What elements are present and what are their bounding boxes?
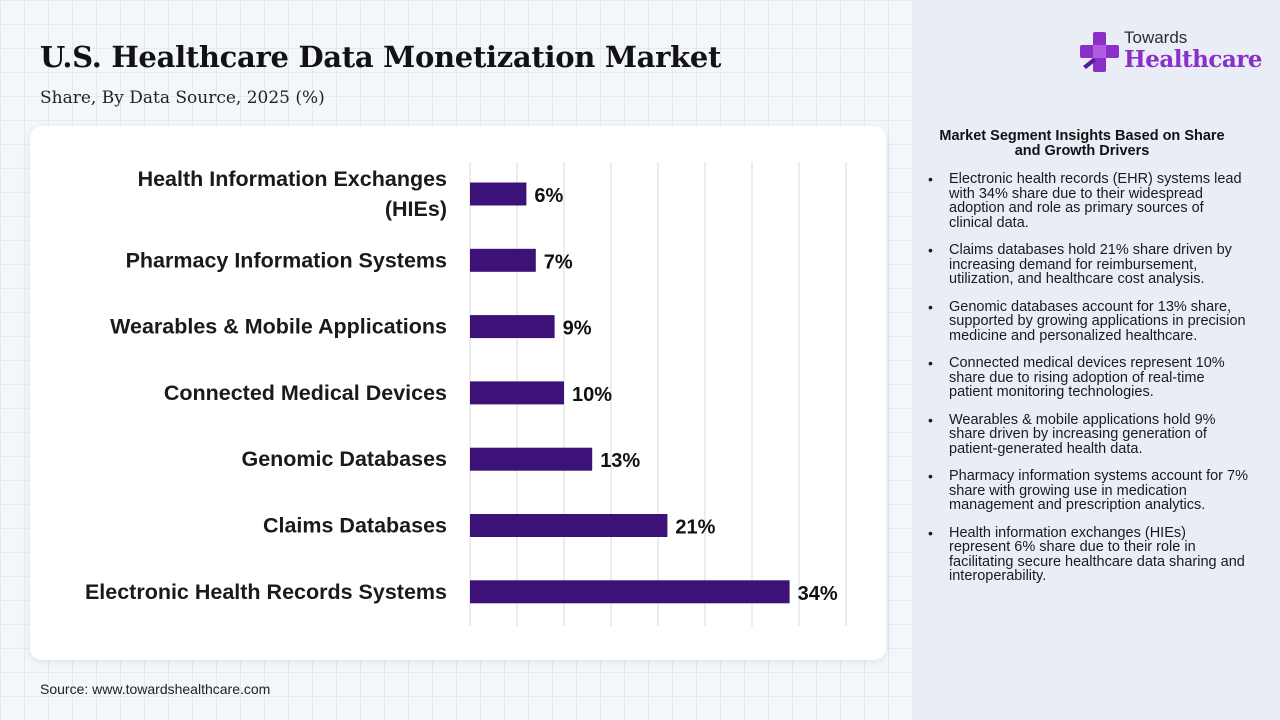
category-label: Health Information Exchanges (HIEs) <box>138 167 447 221</box>
insight-item: • Pharmacy information systems account fo… <box>928 469 1248 513</box>
data-label: 6% <box>534 185 563 207</box>
logo-text-top: Towards <box>1124 28 1188 47</box>
data-label: 34% <box>798 583 838 605</box>
insight-item: • Health information exchanges (HIEs) rep… <box>928 524 1248 584</box>
insight-item: • Connected medical devices represent 10%… <box>928 356 1248 400</box>
insight-item: • Genomic databases account for 13% share… <box>928 298 1248 344</box>
bar <box>470 514 668 537</box>
data-label: 13% <box>600 450 640 472</box>
data-label: 9% <box>563 318 592 340</box>
page-title: U.S. Healthcare Data Monetization Market <box>40 40 722 74</box>
category-label: Pharmacy Information Systems <box>126 248 447 272</box>
data-label: 21% <box>675 517 715 539</box>
insight-item: • Electronic health records (EHR) systems… <box>928 172 1248 230</box>
insight-item: • Wearables & mobile applications hold 9%… <box>928 411 1248 457</box>
bullet-icon: • <box>928 171 933 187</box>
data-label: 10% <box>572 384 612 406</box>
bar <box>470 315 555 339</box>
page-subtitle: Share, By Data Source, 2025 (%) <box>40 88 325 108</box>
side-panel <box>912 0 1280 720</box>
source-note: Source: www.towardshealthcare.com <box>40 681 271 697</box>
bar <box>470 580 790 604</box>
bar-chart: 6% Health Information Exchanges (HIEs) 7% Ph… <box>85 162 847 626</box>
bar <box>470 248 536 272</box>
category-label: Claims Databases <box>263 514 447 538</box>
logo-text-main: Healthcare <box>1124 46 1263 73</box>
category-label: Connected Medical Devices <box>164 381 447 405</box>
plus-cross-icon <box>1080 32 1119 72</box>
bar <box>470 447 593 471</box>
bullet-icon: • <box>928 411 933 428</box>
bullet-icon: • <box>928 242 933 258</box>
insights-title: Market Segment Insights Based on Share a… <box>939 128 1225 159</box>
bar <box>470 182 527 206</box>
insight-text: Pharmacy information systems account for… <box>949 468 1248 513</box>
chart-card: 6% Health Information Exchanges (HIEs) 7% Ph… <box>30 126 886 660</box>
insight-text: Connected medical devices represent 10% … <box>949 355 1225 400</box>
insight-text: Genomic databases account for 13% share,… <box>949 298 1246 344</box>
bullet-icon: • <box>928 298 933 315</box>
insight-text: Electronic health records (EHR) systems … <box>949 171 1242 231</box>
insight-item: • Claims databases hold 21% share driven … <box>928 243 1248 287</box>
bullet-icon: • <box>928 355 933 371</box>
category-label: Electronic Health Records Systems <box>85 580 447 604</box>
bar <box>470 381 564 405</box>
bullet-icon: • <box>928 468 933 484</box>
data-label: 7% <box>544 251 573 273</box>
insight-text: Claims databases hold 21% share driven b… <box>949 242 1232 287</box>
insight-text: Health information exchanges (HIEs) repr… <box>949 524 1245 584</box>
insight-text: Wearables & mobile applications hold 9% … <box>949 411 1216 457</box>
bullet-icon: • <box>928 524 933 541</box>
category-label: Genomic Databases <box>241 447 447 471</box>
category-label: Wearables & Mobile Applications <box>110 315 447 339</box>
logo: Towards Healthcare <box>1080 26 1263 80</box>
insights-list: • Electronic health records (EHR) systems… <box>928 172 1248 597</box>
